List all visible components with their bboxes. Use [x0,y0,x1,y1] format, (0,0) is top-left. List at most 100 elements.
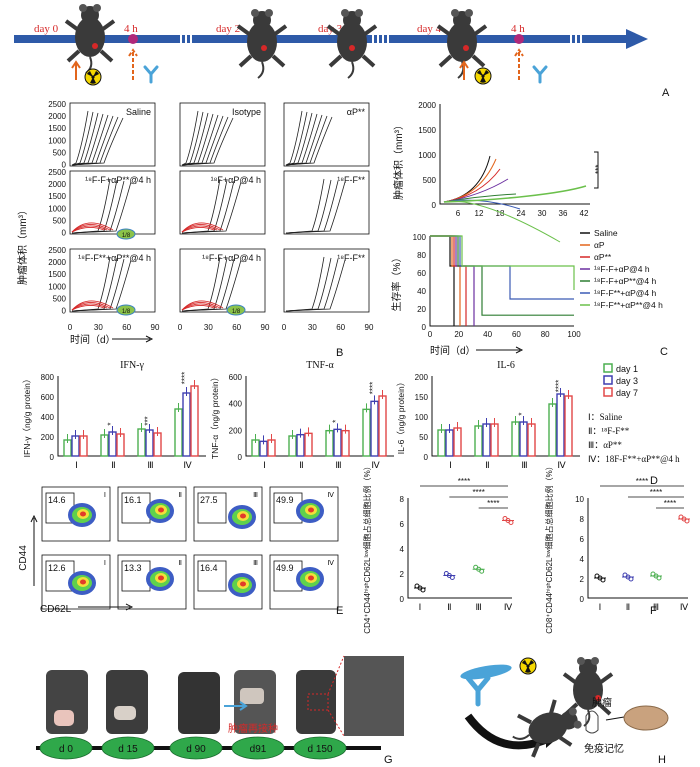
y-tick-label: 4 [580,555,585,564]
axis [407,498,512,599]
density-blob [308,507,314,513]
bar [182,392,191,457]
bar [304,432,313,457]
timeline-label-5: 4 h [511,23,525,35]
x-arrow-icon [476,346,524,354]
syringe-icon [460,664,512,680]
y-tick-label: 8 [580,515,585,524]
chart-title: IL-6 [497,360,515,371]
group-key-item: Ⅳ：18F-F**+αP**@4 h [588,454,680,464]
gate-percentage: 13.3 [124,563,142,573]
panel-e: 14.6 Ⅰ 16.1 Ⅱ 27.5 Ⅲ 49.9 Ⅳ 12.6 Ⅰ 13.3 Ⅱ 16.4 Ⅲ 49.9 Ⅳ [41,486,339,610]
subplot-frame [69,170,156,235]
density-blob [240,513,246,519]
x-tick-label: Ⅰ [75,460,78,470]
bar [548,403,557,457]
y-arrow-icon [30,514,38,586]
x-tick-label: 40 [483,330,492,339]
x-tick-label: 60 [336,323,345,332]
y-tick-label: 0 [62,161,67,170]
density-blob [80,579,86,585]
y-tick-label: 2500 [48,168,66,177]
legend-item: ¹⁸F-F+αP**@4 h [594,276,657,286]
growth-curve [285,111,308,166]
bar [341,429,350,457]
y-tick-label: 400 [229,400,243,409]
legend-item: day 1 [616,364,638,374]
y-tick-label: 0 [62,307,67,316]
sig-stars: **** [636,477,648,486]
bar [100,434,109,457]
x-tick-label: Ⅳ [183,460,192,470]
bar [490,423,499,457]
regression-curve [71,305,105,311]
sig-stars: **** [650,488,662,497]
arrow-up-icon [459,60,469,80]
subplot-frame [283,102,370,167]
day-marker [293,736,347,760]
sig-stars: **** [487,499,499,508]
legend-item: ¹⁸F-F+αP@4 h [594,264,650,274]
legend-item: αP [594,240,605,250]
bar [174,408,183,457]
y-tick-label: 1000 [418,151,436,160]
growth-curve [181,259,242,312]
y-tick-label: 2000 [48,112,66,121]
growth-curve [181,112,209,166]
y-tick-label: 0 [50,453,55,462]
y-tick-label: 100 [413,233,427,242]
bar [362,408,371,457]
regression-curve [181,227,215,233]
data-point [479,568,485,574]
growth-curve [181,110,199,166]
data-point [420,587,426,593]
ratio-badge-icon [226,304,246,316]
y-tick-label: 800 [41,373,55,382]
timeline-label-4: day 4 [417,23,442,35]
panel-b-xlabel: 时间（d） [70,333,116,346]
x-tick-label: 80 [541,330,550,339]
tumor-tissue-icon [623,705,669,731]
bar [453,427,462,457]
y-tick-label: 10 [575,495,584,504]
x-tick-label: 60 [122,323,131,332]
x-tick-label: Ⅲ [335,460,341,470]
regression-curve [71,302,111,311]
growth-curve [181,256,221,312]
panel-e-xlabel: CD62L [40,604,72,615]
x-tick-label: Ⅱ [447,602,451,612]
y-tick-label: 400 [41,413,55,422]
panel-label-h: H [658,754,666,766]
x-tick-label: 12 [475,209,484,218]
y-tick-label: 4 [400,545,405,554]
data-point [600,577,606,583]
x-tick-label: Ⅰ [449,460,452,470]
x-tick-label: 6 [456,209,461,218]
x-tick-label: Ⅱ [111,460,115,470]
day-label: d 150 [307,744,332,755]
panel-label-e: E [336,605,343,617]
y-tick-label: 200 [41,433,55,442]
subplot-frame [69,248,156,313]
day-label: d91 [250,744,267,755]
growth-curve [181,111,204,166]
axis [429,236,574,327]
x-tick-label: Ⅲ [476,602,482,612]
x-arrow-icon [112,335,154,343]
chart-ylabel: IFN-γ（ng/g protein） [22,375,32,458]
y-tick-label: 40 [417,287,426,296]
y-tick-label: 0 [62,229,67,238]
data-point [656,575,662,581]
regression-curve [181,224,221,233]
subplot-title: ¹⁸F-F** [337,253,365,263]
sig-stars: * [518,412,527,415]
gate-box [197,492,227,524]
panel-g: 肿瘤再接种 d 0 d 15 d 90 d91 d 150 G [36,655,420,766]
memory-label: 免疫记忆 [584,742,624,755]
y-tick-label: 0 [400,595,405,604]
y-tick-label: 0 [424,453,429,462]
subplot-title: ¹⁸F-F** [337,175,365,185]
y-tick-label: 60 [417,269,426,278]
sig-stars: **** [664,499,676,508]
